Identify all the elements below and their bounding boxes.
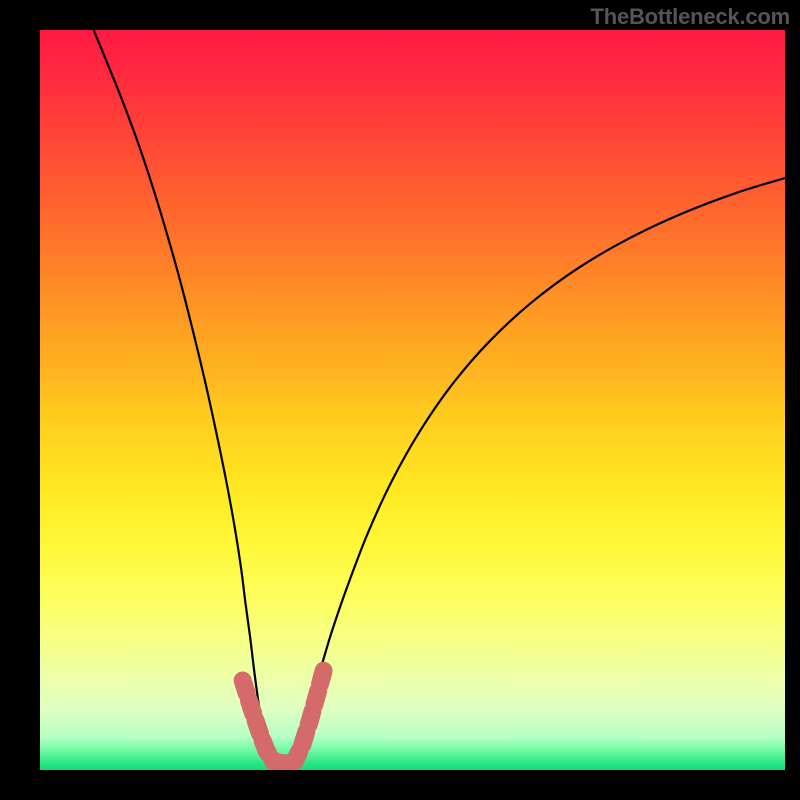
watermark-text: TheBottleneck.com — [590, 4, 790, 30]
bottleneck-curve — [94, 30, 785, 764]
marker-svg — [40, 30, 785, 770]
plot-area — [40, 30, 785, 770]
chart-svg — [40, 30, 785, 770]
highlight-marker-path — [243, 667, 325, 763]
